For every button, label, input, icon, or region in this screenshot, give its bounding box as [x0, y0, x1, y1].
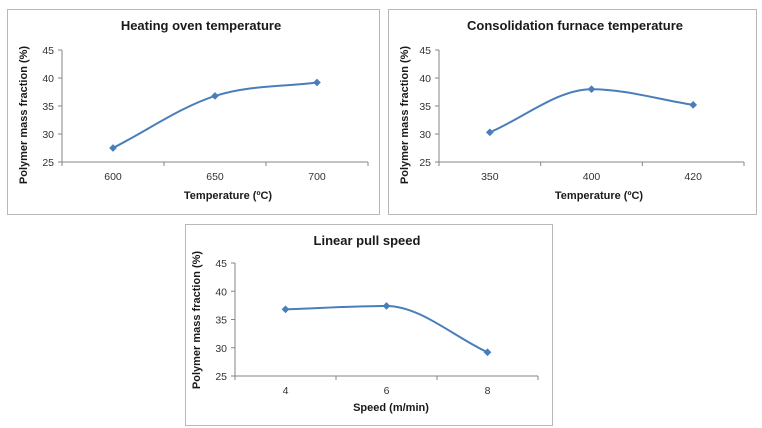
data-point	[313, 78, 321, 87]
x-tick-label: 400	[583, 171, 601, 183]
chart-title: Linear pull speed	[314, 233, 421, 248]
x-axis-label: Temperature (ºC)	[555, 190, 643, 202]
data-point	[281, 305, 290, 314]
y-axis-label: Polymer mass fraction (%)	[191, 251, 203, 389]
plot-area: 25 30 35 40 45 600 650 700	[42, 45, 369, 183]
y-tick-label: 30	[419, 129, 431, 141]
chart-title: Heating oven temperature	[121, 18, 281, 33]
y-tick-label: 25	[42, 157, 54, 169]
x-tick-label: 6	[384, 385, 390, 397]
x-tick-label: 600	[104, 171, 122, 183]
y-tick-label: 30	[42, 129, 54, 141]
y-tick-label: 25	[419, 157, 431, 169]
plot-area: 25 30 35 40 45 350 400 420	[419, 45, 745, 183]
y-tick-label: 45	[42, 45, 54, 57]
plot-area: 25 30 35 40 45 4 6 8	[215, 258, 539, 397]
x-tick-label: 8	[485, 385, 491, 397]
x-tick-label: 350	[481, 171, 499, 183]
y-axis-label: Polymer mass fraction (%)	[18, 46, 30, 184]
x-tick-label: 420	[684, 171, 702, 183]
y-axis-label: Polymer mass fraction (%)	[399, 46, 411, 184]
data-point	[485, 128, 494, 137]
data-point	[483, 348, 492, 357]
chart-heating-oven: Heating oven temperature Polymer mass fr…	[7, 9, 380, 215]
y-tick-label: 40	[42, 73, 54, 85]
data-point	[382, 301, 391, 310]
chart-svg: Consolidation furnace temperature Polyme…	[399, 18, 745, 202]
chart-title: Consolidation furnace temperature	[467, 18, 683, 33]
x-axis-label: Speed (m/min)	[353, 402, 429, 414]
y-tick-label: 30	[215, 343, 227, 355]
y-tick-label: 35	[42, 101, 54, 113]
x-tick-label: 700	[308, 171, 326, 183]
x-axis-label: Temperature (ºC)	[184, 190, 272, 202]
data-point	[587, 85, 596, 94]
data-point	[109, 144, 117, 152]
y-tick-label: 45	[419, 45, 431, 57]
data-point	[689, 100, 698, 109]
x-tick-label: 4	[283, 385, 289, 397]
chart-svg: Heating oven temperature Polymer mass fr…	[18, 18, 369, 202]
y-tick-label: 25	[215, 371, 227, 383]
x-tick-label: 650	[206, 171, 224, 183]
series-line	[285, 304, 488, 354]
data-point	[211, 91, 219, 100]
chart-svg: Linear pull speed Polymer mass fraction …	[191, 233, 539, 414]
y-tick-label: 35	[215, 315, 227, 327]
y-tick-label: 40	[215, 286, 227, 298]
chart-linear-pull-speed: Linear pull speed Polymer mass fraction …	[185, 224, 553, 426]
y-tick-label: 40	[419, 73, 431, 85]
y-tick-label: 35	[419, 101, 431, 113]
chart-consolidation-furnace: Consolidation furnace temperature Polyme…	[388, 9, 757, 215]
y-tick-label: 45	[215, 258, 227, 270]
series-line	[489, 88, 694, 134]
